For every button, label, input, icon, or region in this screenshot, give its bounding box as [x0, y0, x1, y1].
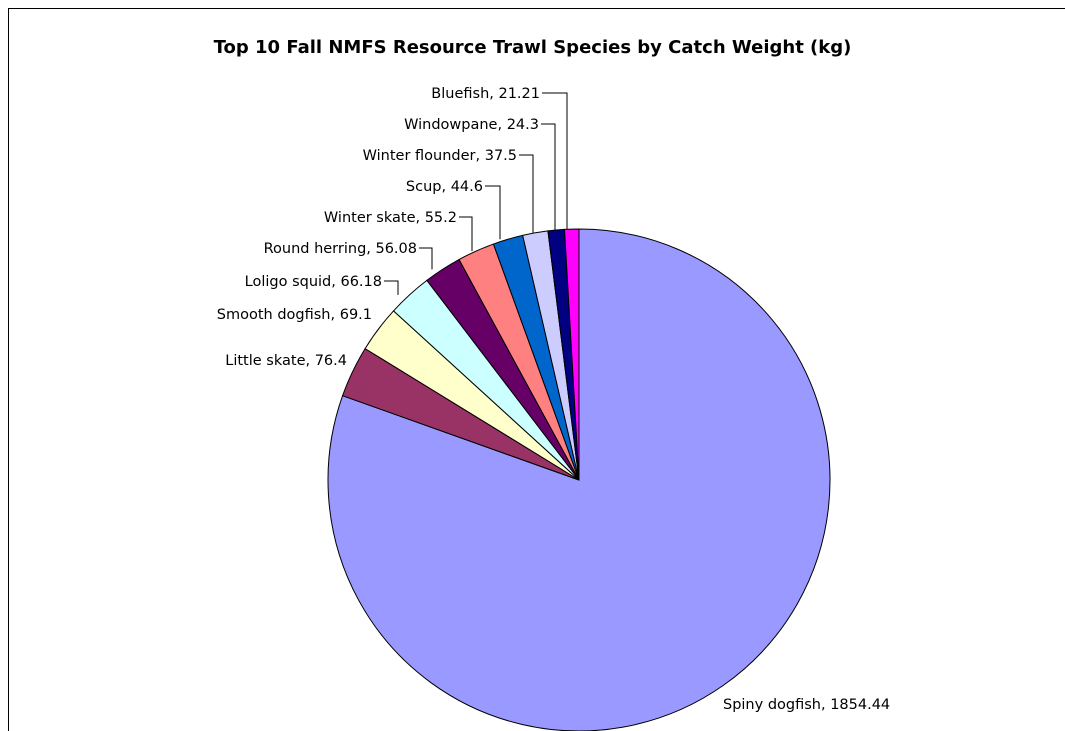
data-label-spiny-dogfish: Spiny dogfish, 1854.44	[723, 697, 890, 713]
data-label-round-herring: Round herring, 56.08	[264, 241, 417, 257]
leader-line-loligo-squid	[384, 280, 399, 295]
chart-title: Top 10 Fall NMFS Resource Trawl Species …	[213, 37, 852, 58]
data-label-windowpane: Windowpane, 24.3	[404, 117, 539, 133]
data-label-scup: Scup, 44.6	[406, 179, 483, 195]
slice-bluefish	[563, 228, 580, 481]
leader-line-winter-skate	[459, 216, 473, 252]
leader-line-scup	[485, 185, 501, 240]
leader-line-winter-flounder	[519, 154, 534, 233]
data-label-little-skate: Little skate, 76.4	[225, 353, 347, 369]
data-label-winter-flounder: Winter flounder, 37.5	[363, 148, 517, 164]
data-label-winter-skate: Winter skate, 55.2	[324, 210, 457, 226]
data-label-loligo-squid: Loligo squid, 66.18	[245, 274, 382, 290]
leader-line-bluefish	[542, 92, 568, 230]
data-label-smooth-dogfish: Smooth dogfish, 69.1	[217, 307, 372, 323]
leader-line-windowpane	[541, 123, 556, 231]
leader-line-round-herring	[419, 247, 433, 270]
chart-frame	[8, 8, 1065, 731]
data-label-bluefish: Bluefish, 21.21	[431, 86, 540, 102]
